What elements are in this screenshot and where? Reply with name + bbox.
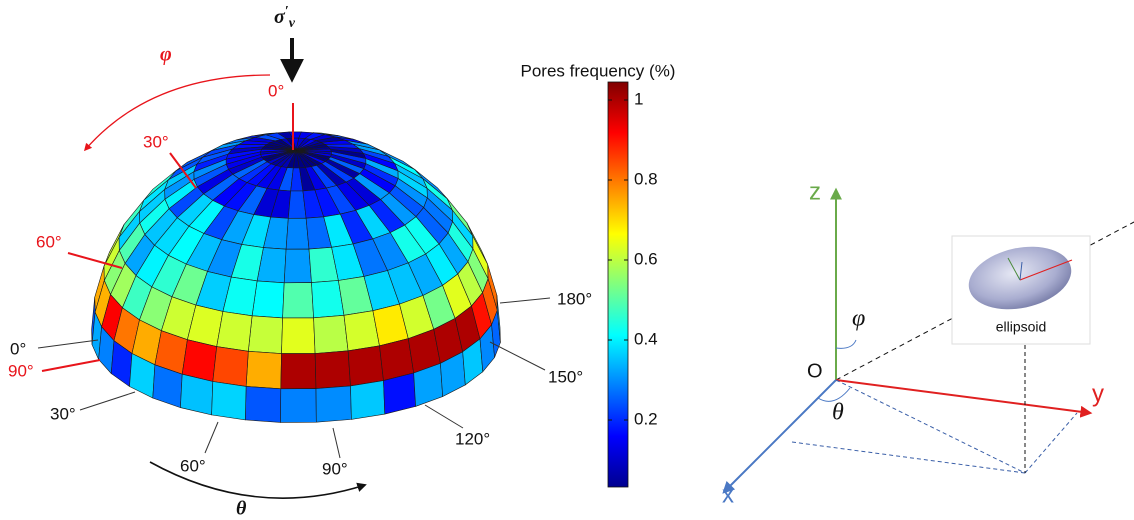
projection-line — [791, 441, 1026, 474]
dome-cell — [216, 311, 253, 352]
phi-arrow — [83, 74, 271, 152]
colorbar-tick-label: 0.6 — [634, 249, 658, 268]
colorbar-tick-label: 1 — [634, 89, 643, 108]
colorbar-tick-label: 0.2 — [634, 409, 658, 428]
colorbar-tick-label: 0.4 — [634, 329, 658, 348]
dome-cell — [379, 149, 415, 170]
leader — [79, 391, 136, 411]
dome-cell — [350, 380, 386, 420]
dome-cell — [212, 346, 249, 387]
z-label: z — [809, 178, 821, 205]
colorbar-tick-label: 0.8 — [634, 169, 658, 188]
dome-cell — [283, 248, 312, 284]
phi-angle: 0° — [268, 81, 284, 100]
theta-angle: 150° — [548, 367, 583, 386]
inset-axis — [1019, 261, 1023, 281]
hemisphere — [91, 131, 501, 423]
leader — [41, 359, 101, 372]
dome-cell — [347, 345, 384, 387]
dome-cell — [251, 280, 285, 319]
dome-cell — [180, 373, 214, 416]
dome-cell — [414, 169, 448, 199]
phi-symbol: φ — [852, 306, 865, 332]
dome-cell — [244, 386, 282, 423]
projection-line — [1024, 412, 1078, 474]
dome-cell — [247, 315, 283, 354]
phi-angle: 30° — [143, 132, 169, 151]
leader — [489, 341, 546, 371]
dome-cell — [245, 350, 282, 390]
theta-angle: 60° — [180, 456, 206, 475]
dome-cell — [313, 132, 339, 136]
leader — [332, 427, 341, 459]
dome-cell — [280, 388, 317, 423]
dome-cell — [281, 317, 316, 354]
leader — [499, 297, 551, 304]
leader — [67, 252, 123, 269]
theta-angle: 120° — [455, 429, 490, 448]
colorbar — [607, 81, 629, 488]
inset-axis — [1019, 259, 1073, 281]
theta-angle: 180° — [557, 289, 592, 308]
theta-symbol: θ — [236, 498, 247, 520]
theta-angle: 30° — [50, 404, 76, 423]
x-axis — [722, 379, 837, 494]
dome-cell — [314, 350, 351, 389]
phi-angle: 60° — [36, 232, 62, 251]
dome-cell — [313, 314, 349, 354]
dome-cell — [315, 385, 352, 423]
phi-angle: 90° — [8, 361, 34, 380]
dome-cell — [282, 282, 314, 319]
leader — [169, 152, 197, 189]
leader — [424, 404, 464, 429]
leader — [37, 339, 99, 349]
dome-cell — [496, 295, 501, 343]
theta-angle: 0° — [10, 339, 26, 358]
dome-cell — [285, 217, 310, 250]
dome-cell — [211, 381, 247, 421]
theta-symbol: θ — [832, 400, 844, 426]
projection-line — [835, 379, 1026, 474]
origin-label: O — [807, 360, 823, 382]
inset-axis — [1007, 257, 1021, 281]
dome-cell — [280, 353, 317, 390]
inset: ellipsoid — [951, 235, 1091, 345]
inset-label: ellipsoid — [996, 319, 1047, 335]
leader — [204, 421, 219, 454]
y-label: y — [1092, 380, 1104, 407]
phi-symbol: φ — [160, 44, 172, 66]
theta-angle: 90° — [322, 459, 348, 478]
y-axis — [835, 379, 1093, 418]
dome-cell — [466, 222, 488, 265]
load-label: σ′v — [274, 4, 296, 31]
theta-arrow — [149, 461, 367, 499]
theta-angle-arc — [817, 387, 851, 402]
dome-cell — [383, 372, 416, 415]
x-label: x — [722, 481, 734, 508]
phi-angle-arc — [835, 339, 857, 349]
colorbar-title: Pores frequency (%) — [521, 61, 676, 80]
